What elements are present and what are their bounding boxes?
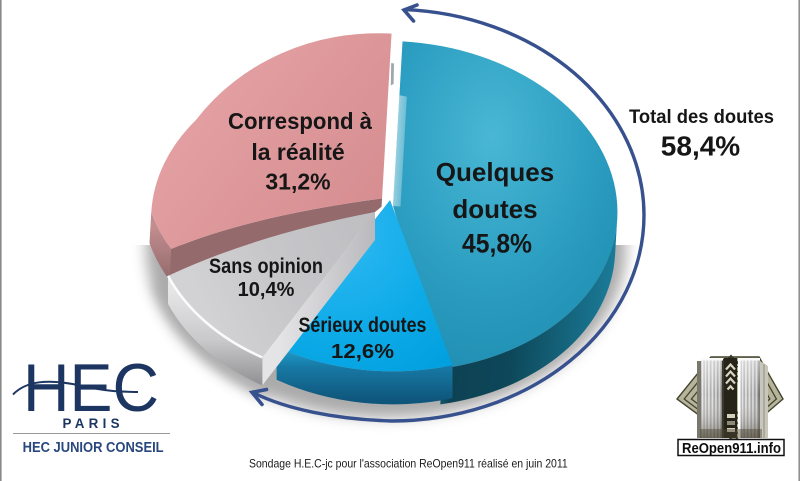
svg-text:la réalité: la réalité [251, 139, 344, 165]
svg-text:Sérieux doutes: Sérieux doutes [299, 314, 427, 337]
svg-text:Sans opinion: Sans opinion [209, 255, 323, 278]
svg-text:10,4%: 10,4% [238, 279, 295, 301]
svg-text:HEC JUNIOR CONSEIL: HEC JUNIOR CONSEIL [23, 440, 164, 456]
svg-text:Correspond à: Correspond à [228, 108, 372, 134]
svg-text:12,6%: 12,6% [331, 341, 394, 363]
svg-text:Total des doutes: Total des doutes [629, 107, 774, 128]
svg-text:31,2%: 31,2% [265, 169, 330, 195]
svg-text:Sondage H.E.C-jc pour l'associ: Sondage H.E.C-jc pour l'association ReOp… [249, 457, 568, 471]
svg-text:58,4%: 58,4% [661, 131, 740, 162]
svg-text:45,8%: 45,8% [462, 229, 532, 259]
svg-text:PARIS: PARIS [63, 416, 120, 431]
svg-text:ReOpen911.info: ReOpen911.info [682, 441, 781, 457]
svg-text:Quelques: Quelques [436, 157, 554, 187]
svg-text:doutes: doutes [452, 194, 537, 224]
